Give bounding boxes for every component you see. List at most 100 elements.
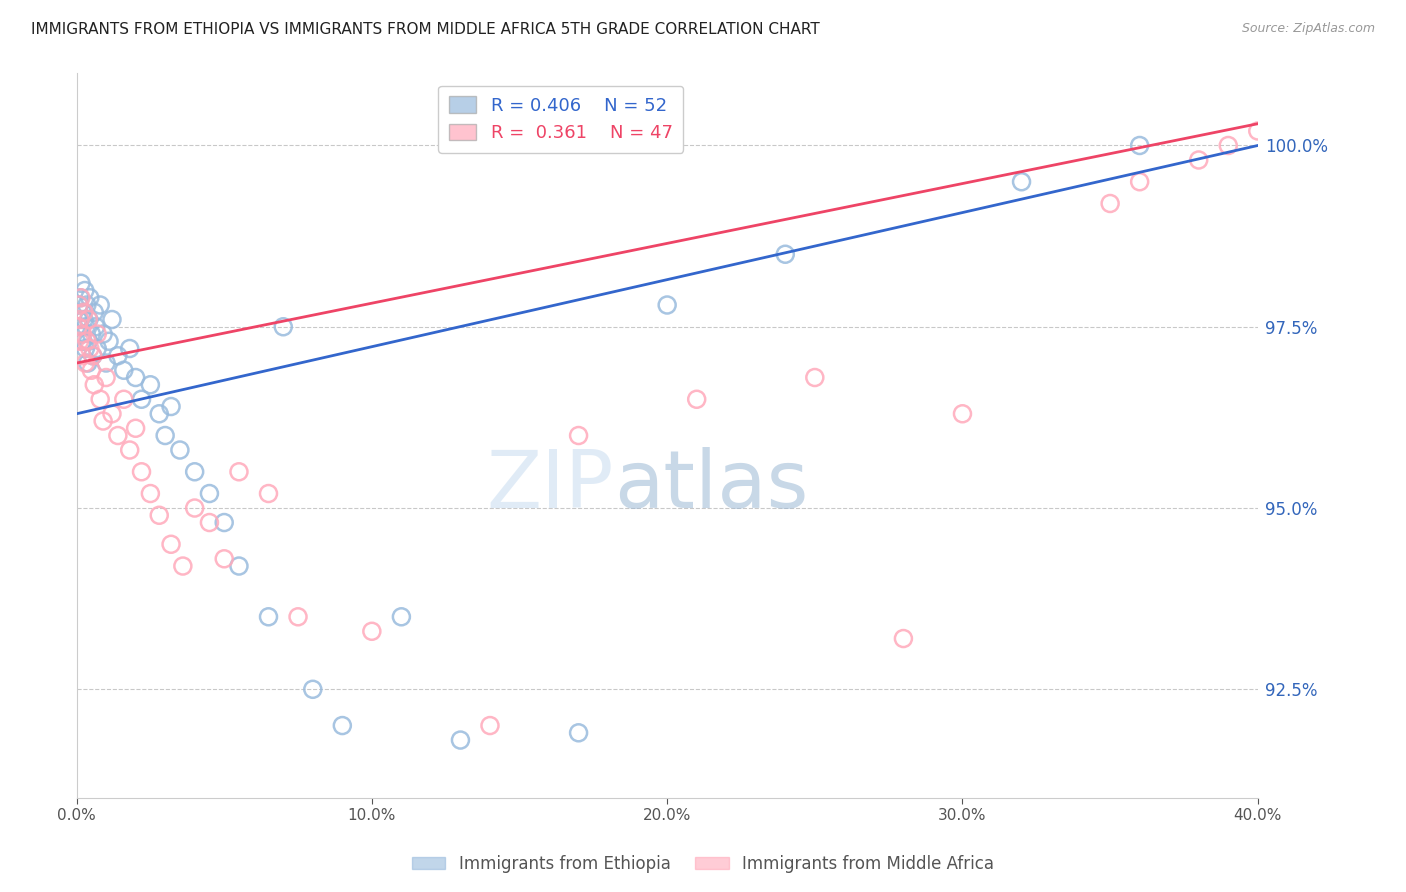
Point: [198, 486, 221, 500]
Point: [124, 370, 146, 384]
Point: [77, 312, 100, 326]
Point: [69, 291, 91, 305]
Point: [66, 319, 89, 334]
Point: [83, 305, 105, 319]
Legend: R = 0.406    N = 52, R =  0.361    N = 47: R = 0.406 N = 52, R = 0.361 N = 47: [439, 86, 683, 153]
Point: [169, 443, 191, 458]
Point: [72, 326, 94, 341]
Point: [67, 298, 90, 312]
Point: [1218, 138, 1240, 153]
Point: [257, 609, 280, 624]
Point: [94, 370, 117, 384]
Point: [94, 356, 117, 370]
Point: [1129, 175, 1152, 189]
Point: [76, 356, 98, 370]
Point: [86, 342, 108, 356]
Point: [91, 414, 114, 428]
Point: [82, 349, 104, 363]
Point: [775, 247, 797, 261]
Point: [228, 465, 250, 479]
Point: [271, 319, 294, 334]
Point: [112, 392, 135, 407]
Point: [70, 326, 93, 341]
Point: [112, 363, 135, 377]
Point: [183, 465, 205, 479]
Point: [893, 632, 915, 646]
Point: [83, 377, 105, 392]
Point: [69, 334, 91, 349]
Point: [80, 363, 103, 377]
Point: [257, 486, 280, 500]
Point: [148, 407, 170, 421]
Point: [212, 516, 235, 530]
Text: ZIP: ZIP: [486, 447, 614, 525]
Point: [70, 277, 93, 291]
Point: [160, 537, 183, 551]
Point: [153, 428, 176, 442]
Point: [657, 298, 679, 312]
Point: [160, 400, 183, 414]
Point: [80, 326, 103, 341]
Point: [952, 407, 974, 421]
Point: [686, 392, 709, 407]
Legend: Immigrants from Ethiopia, Immigrants from Middle Africa: Immigrants from Ethiopia, Immigrants fro…: [405, 848, 1001, 880]
Point: [75, 356, 97, 370]
Point: [66, 312, 89, 326]
Point: [131, 465, 153, 479]
Point: [568, 428, 591, 442]
Point: [118, 443, 141, 458]
Point: [77, 334, 100, 349]
Point: [75, 342, 97, 356]
Text: Source: ZipAtlas.com: Source: ZipAtlas.com: [1241, 22, 1375, 36]
Point: [89, 298, 111, 312]
Point: [79, 291, 101, 305]
Point: [70, 291, 93, 305]
Point: [360, 624, 382, 639]
Point: [84, 319, 107, 334]
Point: [172, 559, 194, 574]
Point: [1188, 153, 1211, 167]
Point: [98, 334, 121, 349]
Point: [228, 559, 250, 574]
Point: [478, 718, 501, 732]
Point: [69, 319, 91, 334]
Point: [139, 486, 162, 500]
Point: [67, 298, 90, 312]
Point: [79, 342, 101, 356]
Point: [76, 298, 98, 312]
Point: [183, 501, 205, 516]
Point: [91, 326, 114, 341]
Point: [72, 334, 94, 349]
Point: [287, 609, 309, 624]
Point: [101, 312, 124, 326]
Point: [1099, 196, 1122, 211]
Point: [212, 551, 235, 566]
Point: [73, 312, 96, 326]
Point: [198, 516, 221, 530]
Point: [1129, 138, 1152, 153]
Point: [330, 718, 353, 732]
Point: [148, 508, 170, 523]
Point: [76, 334, 98, 349]
Point: [89, 392, 111, 407]
Point: [1247, 124, 1270, 138]
Point: [1011, 175, 1033, 189]
Text: IMMIGRANTS FROM ETHIOPIA VS IMMIGRANTS FROM MIDDLE AFRICA 5TH GRADE CORRELATION : IMMIGRANTS FROM ETHIOPIA VS IMMIGRANTS F…: [31, 22, 820, 37]
Point: [82, 349, 104, 363]
Point: [101, 407, 124, 421]
Point: [131, 392, 153, 407]
Point: [389, 609, 412, 624]
Point: [70, 349, 93, 363]
Point: [139, 377, 162, 392]
Point: [73, 305, 96, 319]
Point: [301, 682, 323, 697]
Point: [77, 312, 100, 326]
Point: [72, 305, 94, 319]
Point: [449, 733, 471, 747]
Point: [804, 370, 827, 384]
Point: [75, 319, 97, 334]
Point: [69, 312, 91, 326]
Point: [107, 428, 129, 442]
Point: [73, 284, 96, 298]
Point: [107, 349, 129, 363]
